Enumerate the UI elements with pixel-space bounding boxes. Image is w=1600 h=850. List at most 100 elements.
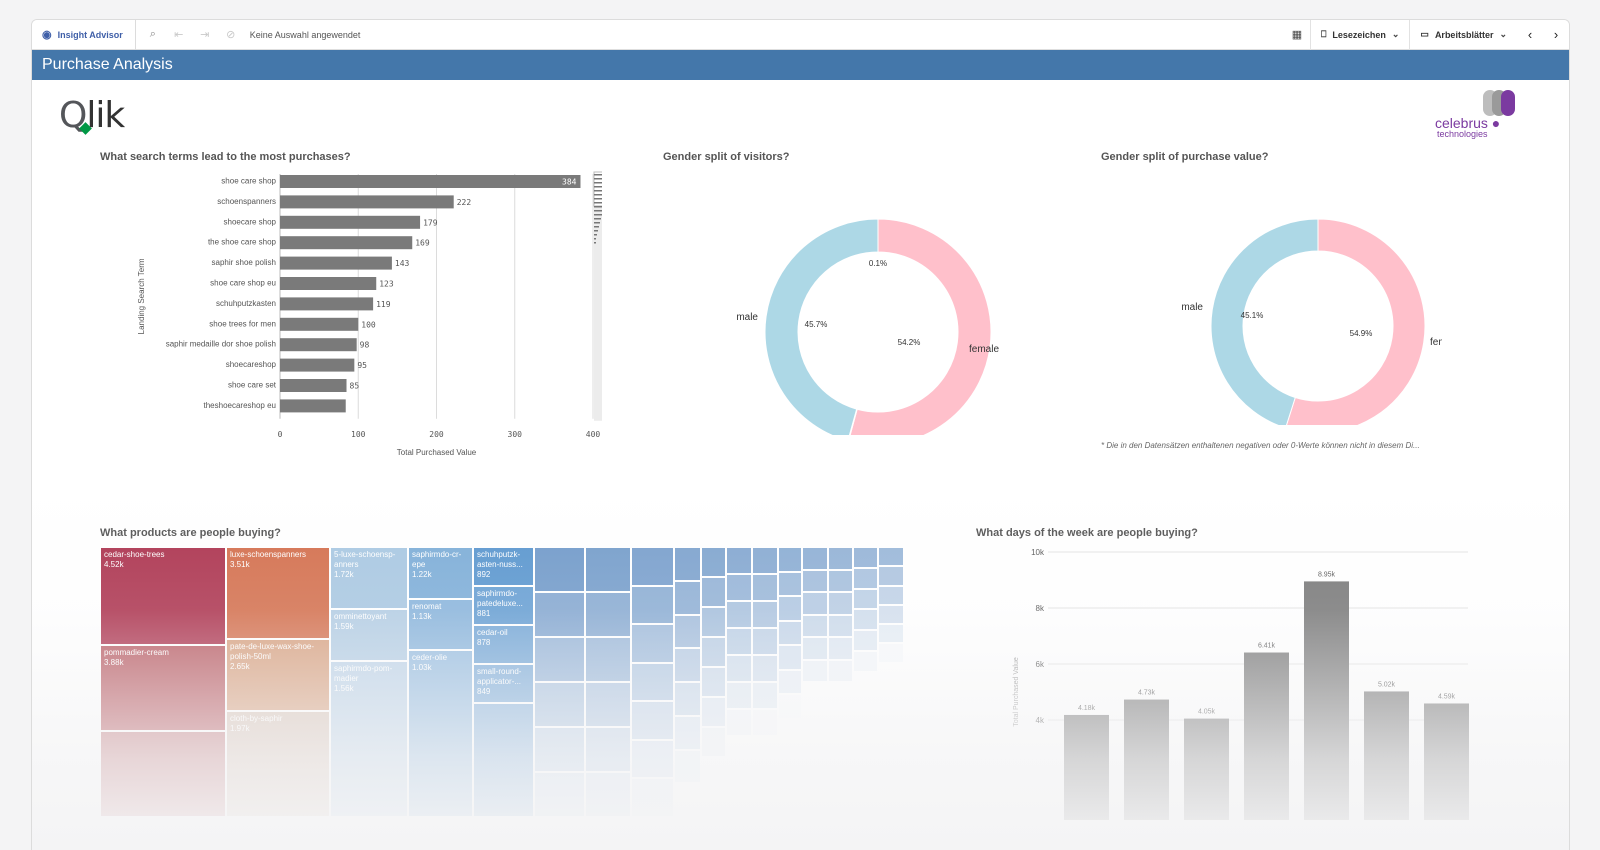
treemap-tile[interactable] <box>534 637 585 682</box>
treemap-tile[interactable] <box>828 614 853 637</box>
treemap-tile[interactable] <box>853 713 878 734</box>
treemap-tile[interactable] <box>802 682 828 705</box>
treemap-tile[interactable] <box>778 571 802 597</box>
treemap-tile[interactable] <box>752 736 778 763</box>
treemap-tile[interactable]: schuhputzk-asten-nuss... 892 <box>473 547 534 586</box>
treemap-tile[interactable] <box>853 754 878 776</box>
treemap-tile[interactable] <box>878 797 904 817</box>
treemap-tile[interactable] <box>802 614 828 637</box>
treemap-tile[interactable] <box>778 645 802 670</box>
treemap-tile[interactable] <box>878 759 904 779</box>
treemap-tile[interactable] <box>752 790 778 817</box>
treemap-tile[interactable] <box>726 736 752 763</box>
treemap-tile[interactable] <box>802 704 828 727</box>
treemap-tile[interactable] <box>534 592 585 637</box>
treemap-tile[interactable] <box>585 682 631 727</box>
smart-search-icon[interactable]: ⌕ <box>149 28 156 40</box>
treemap-tile[interactable] <box>631 585 674 625</box>
treemap-tile[interactable] <box>828 547 853 570</box>
treemap-tile[interactable] <box>674 648 701 682</box>
treemap-tile[interactable] <box>752 601 778 628</box>
treemap-tile[interactable]: saphirmdo-cr-epe 1.22k <box>408 547 473 599</box>
treemap-tile[interactable] <box>534 727 585 772</box>
treemap-tile[interactable] <box>878 778 904 798</box>
treemap-tile[interactable]: cedar-shoe-trees 4.52k <box>100 547 226 645</box>
treemap-tile[interactable] <box>802 749 828 772</box>
treemap-tile[interactable] <box>726 628 752 655</box>
treemap-tile[interactable]: small-round-applicator-... 849 <box>473 664 534 703</box>
treemap-tile[interactable] <box>726 547 752 574</box>
treemap-tile[interactable] <box>853 567 878 589</box>
treemap-tile[interactable] <box>778 669 802 695</box>
treemap-tile[interactable] <box>802 727 828 750</box>
treemap-tile[interactable] <box>585 592 631 637</box>
treemap-tile[interactable] <box>778 718 802 744</box>
treemap-tile[interactable] <box>853 650 878 672</box>
treemap-tile[interactable] <box>828 682 853 705</box>
treemap-tile[interactable] <box>828 749 853 772</box>
treemap-tile[interactable] <box>853 692 878 714</box>
treemap-tile[interactable] <box>726 682 752 709</box>
treemap-tile[interactable] <box>778 767 802 793</box>
treemap-tile[interactable]: cloth-by-saphir 1.97k <box>226 711 330 817</box>
step-forward-icon[interactable]: ⇥ <box>200 29 210 41</box>
treemap-tile[interactable] <box>878 701 904 721</box>
treemap-tile[interactable] <box>878 682 904 702</box>
bookmarks-button[interactable]: ⎕ Lesezeichen ⌄ <box>1309 20 1409 50</box>
treemap-tile[interactable] <box>828 592 853 615</box>
clear-selections-icon[interactable]: ⊘ <box>226 29 236 41</box>
treemap-tile[interactable] <box>701 697 726 727</box>
search-terms-bar-chart[interactable]: shoe care shop 384 schoenspanners 222 shoeca… <box>92 168 602 458</box>
treemap-tile[interactable] <box>878 624 904 644</box>
treemap-tile[interactable]: luxe-schoenspanners 3.51k <box>226 547 330 639</box>
treemap-tile[interactable] <box>878 585 904 605</box>
treemap-tile[interactable] <box>802 637 828 660</box>
chevron-left-icon[interactable]: ‹ <box>1527 27 1533 42</box>
weekdays-bar-chart[interactable]: 10k 8k 6k 4k Total Purchased Value 4.18k 4.73k… <box>962 540 1482 820</box>
treemap-tile[interactable] <box>802 569 828 592</box>
treemap-tile[interactable] <box>878 547 904 567</box>
treemap-tile[interactable] <box>752 628 778 655</box>
step-back-icon[interactable]: ⇤ <box>174 29 184 41</box>
treemap-tile[interactable] <box>802 794 828 817</box>
treemap-tile[interactable]: omminettoyant 1.59k <box>330 609 408 661</box>
treemap-tile[interactable] <box>674 547 701 581</box>
treemap-tile[interactable] <box>752 574 778 601</box>
treemap-tile[interactable] <box>752 763 778 790</box>
treemap-tile[interactable] <box>631 547 674 586</box>
treemap-tile[interactable] <box>853 547 878 568</box>
treemap-tile[interactable] <box>802 772 828 795</box>
treemap-tile[interactable] <box>473 703 534 817</box>
chevron-right-icon[interactable]: › <box>1553 27 1559 42</box>
products-treemap[interactable]: cedar-shoe-trees 4.52k pommadier-cream 3.88… <box>100 547 904 817</box>
treemap-tile[interactable] <box>631 662 674 702</box>
treemap-tile[interactable] <box>878 604 904 625</box>
treemap-tile[interactable] <box>828 704 853 727</box>
purchase-value-donut-chart[interactable]: 54.9% female 45.1% male <box>1132 185 1442 425</box>
treemap-tile[interactable] <box>828 794 853 817</box>
treemap-tile[interactable] <box>674 715 701 750</box>
treemap-tile[interactable] <box>802 547 828 570</box>
treemap-tile[interactable] <box>674 580 701 615</box>
treemap-tile[interactable] <box>853 588 878 610</box>
treemap-tile[interactable] <box>701 547 726 577</box>
treemap-tile[interactable] <box>802 592 828 615</box>
treemap-tile[interactable] <box>631 701 674 740</box>
treemap-tile[interactable] <box>585 727 631 772</box>
treemap-tile[interactable] <box>853 733 878 755</box>
treemap-tile[interactable] <box>701 577 726 607</box>
treemap-tile[interactable] <box>100 731 226 817</box>
insight-advisor-button[interactable]: ◉ Insight Advisor <box>32 20 136 50</box>
treemap-tile[interactable] <box>701 757 726 787</box>
treemap-tile[interactable] <box>701 727 726 757</box>
treemap-tile[interactable] <box>752 655 778 682</box>
treemap-tile[interactable] <box>701 637 726 667</box>
treemap-tile[interactable] <box>878 739 904 760</box>
treemap-tile[interactable] <box>631 624 674 663</box>
treemap-tile[interactable] <box>853 609 878 631</box>
treemap-tile[interactable] <box>631 739 674 779</box>
treemap-tile[interactable] <box>752 682 778 709</box>
treemap-tile[interactable] <box>674 614 701 649</box>
treemap-tile[interactable] <box>828 727 853 750</box>
treemap-tile[interactable] <box>778 694 802 719</box>
